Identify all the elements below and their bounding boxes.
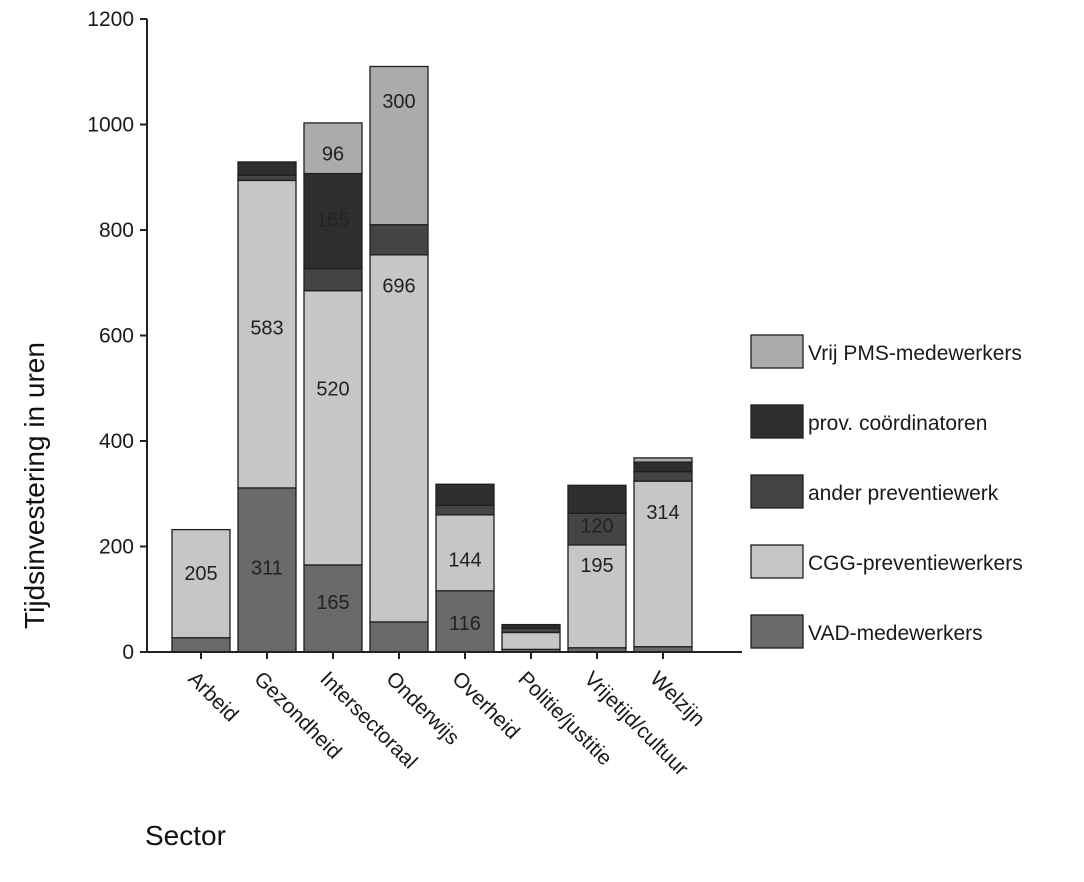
legend-label: VAD-medewerkers <box>808 622 983 645</box>
x-axis-title: Sector <box>145 820 226 851</box>
bar-segment <box>633 480 693 648</box>
data-label: 116 <box>449 613 481 635</box>
y-tick-label: 400 <box>99 430 134 453</box>
bar-segment <box>633 470 693 482</box>
y-tick-label: 200 <box>99 536 134 559</box>
legend: Vrij PMS-medewerkers prov. coördinatoren a… <box>750 334 1023 649</box>
data-label: 300 <box>382 91 415 113</box>
legend-label: CGG-preventiewerkers <box>808 552 1023 575</box>
bar-segment <box>171 528 231 639</box>
data-label: 311 <box>251 558 283 580</box>
bar-segment <box>435 590 495 653</box>
y-tick-label: 1200 <box>87 8 134 31</box>
data-label: 96 <box>322 144 344 166</box>
data-label: 520 <box>316 378 349 400</box>
bar-segment <box>567 544 627 649</box>
data-label: 120 <box>580 515 613 537</box>
y-axis-title: Tijdsinvestering in uren <box>19 342 50 629</box>
legend-swatch <box>750 474 804 509</box>
data-label: 696 <box>382 275 415 297</box>
bar-segment <box>369 224 429 256</box>
bar-segment <box>435 504 495 516</box>
data-label: 583 <box>250 318 283 340</box>
data-label: 165 <box>316 209 349 231</box>
bar-segment <box>435 483 495 507</box>
category-labels-layer: Arbeid GezondheidIntersectoraalOnderwijsO… <box>183 667 709 780</box>
y-tick-label: 800 <box>99 219 134 242</box>
bar-segment <box>303 290 363 566</box>
bar-segment <box>369 621 429 653</box>
bar-segment <box>633 457 693 463</box>
bar-segment <box>369 254 429 623</box>
legend-swatch <box>750 334 804 369</box>
bar-segment <box>633 461 693 473</box>
bar-segment <box>501 623 561 629</box>
data-label: 165 <box>316 592 349 614</box>
bar-segment <box>237 161 297 176</box>
y-tick-label: 1000 <box>87 114 134 137</box>
data-labels-layer: 205 583 311 96 165 520 165 300 696 144 116 120 195 31… <box>184 91 679 635</box>
legend-label: ander preventiewerk <box>808 482 999 505</box>
x-category-label: Arbeid <box>183 667 242 726</box>
data-label: 205 <box>184 563 217 585</box>
y-tick-label: 600 <box>99 325 134 348</box>
legend-swatch <box>750 614 804 649</box>
bars-layer <box>171 65 693 653</box>
y-tick-label: 0 <box>122 641 134 664</box>
bar-segment <box>501 631 561 651</box>
ticks-layer: 0 200 400 600 800 1000 1200 <box>87 8 664 664</box>
bar-segment <box>567 484 627 514</box>
legend-swatch <box>750 404 804 439</box>
bar-segment <box>237 174 297 182</box>
data-label: 314 <box>646 502 679 524</box>
legend-label: prov. coördinatoren <box>808 412 987 435</box>
bar-segment <box>303 267 363 292</box>
data-label: 144 <box>448 550 481 572</box>
x-category-label: Welzijn <box>645 667 709 731</box>
bar-segment <box>303 564 363 653</box>
bar-segment <box>369 65 429 226</box>
bar-segment <box>303 122 363 175</box>
bar-segment <box>171 637 231 653</box>
legend-label: Vrij PMS-medewerkers <box>808 342 1022 365</box>
data-label: 195 <box>580 555 613 577</box>
bar-segment <box>303 172 363 270</box>
bar-segment <box>237 487 297 653</box>
legend-swatch <box>750 544 804 579</box>
bar-segment <box>435 514 495 592</box>
